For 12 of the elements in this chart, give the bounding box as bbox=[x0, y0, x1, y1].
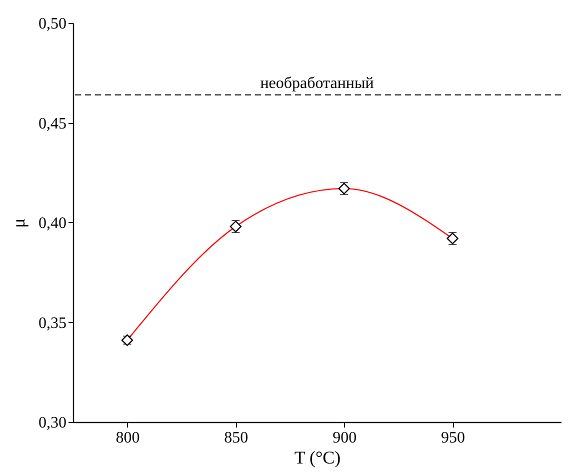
ref-line-label: необработанный bbox=[260, 74, 374, 92]
x-tick-label: 900 bbox=[332, 430, 357, 446]
y-tick-label: 0,35 bbox=[38, 314, 66, 332]
y-tick-label: 0,50 bbox=[38, 16, 66, 32]
y-tick-label: 0,45 bbox=[38, 115, 66, 132]
y-tick-label: 0,40 bbox=[38, 215, 66, 232]
x-tick-label: 950 bbox=[441, 430, 466, 446]
y-tick-label: 0,30 bbox=[38, 414, 66, 432]
y-axis-title: μ bbox=[8, 218, 28, 228]
x-tick-label: 850 bbox=[224, 430, 248, 446]
x-tick-label: 800 bbox=[116, 430, 140, 446]
x-axis-title: T (°C) bbox=[294, 448, 341, 468]
